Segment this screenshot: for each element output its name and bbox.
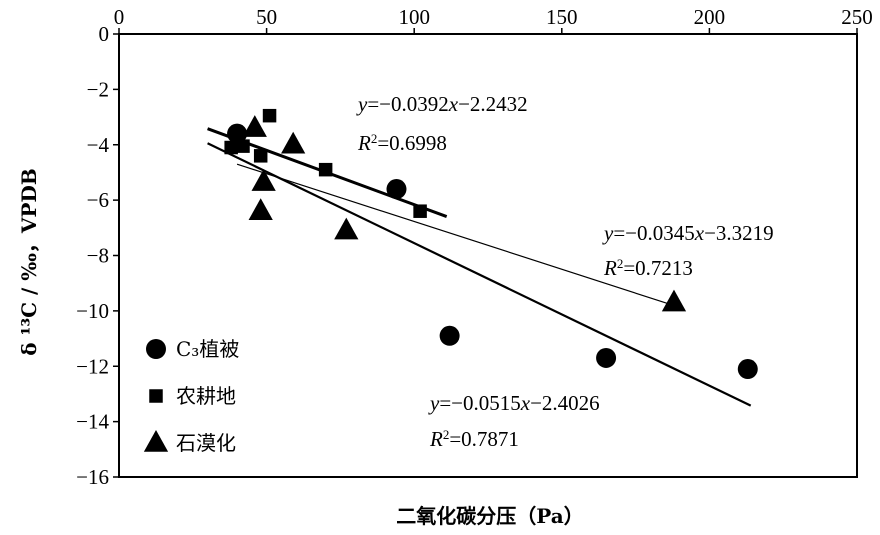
legend-label: 石漠化 xyxy=(176,431,236,455)
legend-circle-marker xyxy=(146,339,166,359)
y-tick-label: −10 xyxy=(76,299,109,323)
y-tick-label: −8 xyxy=(87,244,109,268)
legend-label: C₃植被 xyxy=(176,337,239,361)
circle-point xyxy=(227,123,248,144)
triangle-point xyxy=(242,115,267,137)
circle-point xyxy=(439,325,460,346)
r-squared-2: R2=0.7213 xyxy=(603,256,693,281)
triangle-point xyxy=(248,198,273,220)
y-axis-title: δ ¹³C / ‰，VPDB xyxy=(17,168,41,355)
triangle-point xyxy=(251,169,276,191)
regression-equation-1: y=−0.0392x−2.2432 xyxy=(356,92,528,116)
legend-label: 农耕地 xyxy=(176,384,236,408)
circle-point xyxy=(737,359,758,380)
square-point xyxy=(318,162,333,177)
annotation-layer: y=−0.0392x−2.2432 R2=0.6998 y=−0.0345x−3.3… xyxy=(356,92,774,451)
trendline-2 xyxy=(236,163,681,309)
y-tick-label: 0 xyxy=(99,22,110,46)
x-tick-label: 100 xyxy=(398,5,430,29)
square-point xyxy=(236,139,250,153)
x-tick-label: 150 xyxy=(546,5,578,29)
regression-equation-3: y=−0.0515x−2.4026 xyxy=(428,391,600,415)
triangle-point xyxy=(334,217,359,240)
point-layer xyxy=(224,108,758,380)
r-squared-1: R2=0.6998 xyxy=(357,131,447,156)
legend-triangle-marker xyxy=(143,430,169,452)
triangle-point xyxy=(281,131,306,154)
x-axis-title: 二氧化碳分压（Pa） xyxy=(396,504,583,528)
square-point xyxy=(224,140,238,155)
r-squared-3: R2=0.7871 xyxy=(429,427,519,452)
x-tick-label: 250 xyxy=(841,5,873,29)
y-tick-label: −16 xyxy=(76,465,109,489)
y-tick-label: −6 xyxy=(87,188,109,212)
x-tick-label: 0 xyxy=(114,5,125,29)
tick-layer: 0 50 100 150 200 250 0 −2 −4 −6 −8 −10 −12 −14 −16 xyxy=(76,5,873,489)
trendline-3 xyxy=(207,142,752,407)
legend-square-marker xyxy=(149,389,163,403)
x-tick-label: 50 xyxy=(256,5,277,29)
circle-point xyxy=(386,179,407,200)
y-tick-label: −12 xyxy=(76,354,109,378)
y-tick-label: −4 xyxy=(87,133,110,157)
square-point xyxy=(262,108,277,123)
y-tick-label: −14 xyxy=(76,410,109,434)
square-point xyxy=(253,149,268,163)
triangle-point xyxy=(661,289,687,312)
regression-equation-2: y=−0.0345x−3.3219 xyxy=(602,221,774,245)
square-point xyxy=(413,204,427,218)
x-tick-label: 200 xyxy=(694,5,726,29)
circle-point xyxy=(596,347,617,368)
y-tick-label: −2 xyxy=(87,77,109,101)
